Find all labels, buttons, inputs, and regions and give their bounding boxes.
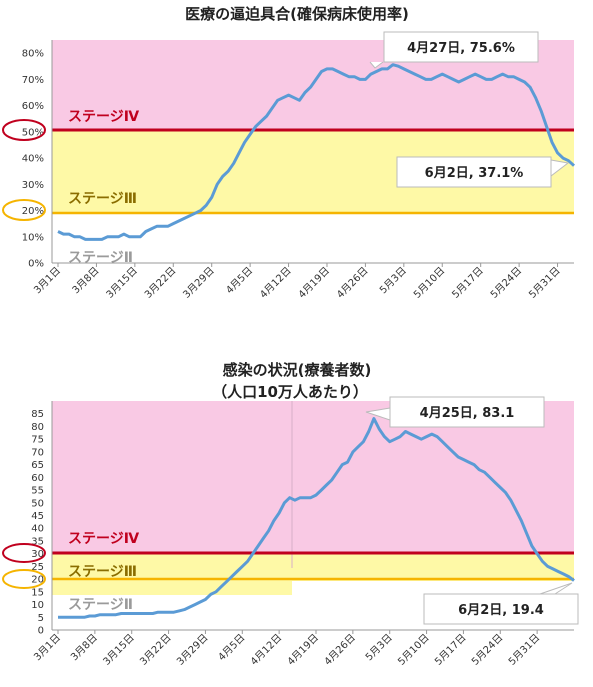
bottom-y-tick-label: 40 — [31, 524, 44, 535]
bottom-stage3-label: ステージⅢ — [68, 564, 137, 580]
top-callout-peak-text: 4月27日, 75.6% — [407, 41, 515, 56]
bottom-y-tick-label: 0 — [38, 626, 44, 637]
bottom-chart-title: 感染の状況(療養者数) — [223, 361, 372, 379]
top-chart-title: 医療の逼迫具合(確保病床使用率) — [185, 5, 409, 23]
top-y-tick-label: 20% — [22, 206, 44, 217]
bottom-chart: 感染の状況(療養者数) （人口10万人あたり） ステージⅣ ステージⅢ ステージ… — [2, 361, 579, 668]
top-x-tick-label: 5月17日 — [450, 265, 486, 301]
top-x-tick-label: 5月10日 — [411, 265, 447, 301]
bottom-x-tick-label: 3月22日 — [138, 632, 174, 668]
bottom-x-tick-label: 3月8日 — [68, 632, 100, 664]
top-callout-peak-box — [383, 31, 539, 63]
bottom-callout-peak: 4月25日, 83.1 — [365, 396, 545, 428]
top-series-line — [57, 63, 576, 241]
bottom-y-tick-label: 60 — [31, 473, 44, 484]
top-y-tick-label: 10% — [22, 232, 44, 243]
top-threshold-20-ellipse — [2, 199, 46, 221]
bottom-y-tick-label: 15 — [31, 587, 44, 598]
top-x-tick-label: 5月3日 — [377, 265, 409, 297]
top-y-tick-label: 50% — [22, 127, 44, 138]
bottom-y-tick-label: 45 — [31, 511, 44, 522]
top-stage3-label: ステージⅢ — [68, 191, 137, 207]
top-y-tick-label: 40% — [22, 154, 44, 165]
bottom-series-line — [58, 417, 575, 619]
bottom-y-tick-label: 10 — [31, 600, 44, 611]
bottom-callout-peak-pointer — [365, 407, 391, 421]
top-x-tick-label: 5月24日 — [488, 265, 524, 301]
bottom-x-tick-label: 3月1日 — [31, 632, 63, 664]
top-y-tick-label: 80% — [22, 49, 44, 60]
top-x-tick-label: 4月26日 — [334, 265, 370, 301]
top-stage4-label: ステージⅣ — [68, 109, 140, 125]
bottom-y-tick-label: 50 — [31, 498, 44, 509]
top-callout-peak-pointer — [369, 61, 384, 69]
bottom-stage2-label: ステージⅡ — [68, 597, 133, 613]
top-callout-end-text: 6月2日, 37.1% — [425, 166, 524, 181]
top-x-tick-label: 4月5日 — [224, 265, 256, 297]
bottom-callout-end-text: 6月2日, 19.4 — [458, 603, 544, 618]
bottom-x-tick-label: 3月29日 — [174, 632, 210, 668]
top-x-tick-label: 5月31日 — [527, 265, 563, 301]
top-y-tick-label: 30% — [22, 180, 44, 191]
top-y-tick-label: 0% — [28, 259, 44, 270]
bottom-y-tick-label: 20 — [31, 575, 44, 586]
bottom-stage4-label: ステージⅣ — [68, 531, 140, 547]
bottom-callout-peak-text: 4月25日, 83.1 — [420, 406, 515, 421]
bottom-callout-end: 6月2日, 19.4 — [423, 582, 579, 625]
top-y-tick-label: 70% — [22, 75, 44, 86]
top-callout-end-pointer — [550, 159, 570, 177]
top-x-tick-label: 3月15日 — [104, 265, 140, 301]
bottom-y-tick-label: 80 — [31, 422, 44, 433]
bottom-x-tick-label: 5月17日 — [432, 632, 468, 668]
bottom-y-tick-label: 55 — [31, 486, 44, 497]
bottom-threshold-20-ellipse — [2, 569, 46, 589]
bottom-y-tick-label: 65 — [31, 460, 44, 471]
bottom-y-tick-label: 35 — [31, 536, 44, 547]
bottom-y-tick-label: 5 — [38, 613, 44, 624]
bottom-x-tick-label: 4月19日 — [285, 632, 321, 668]
top-y-tick-label: 60% — [22, 101, 44, 112]
top-x-tick-label: 3月22日 — [142, 265, 178, 301]
top-x-tick-label: 4月12日 — [258, 265, 294, 301]
bottom-y-tick-label: 85 — [31, 409, 44, 420]
bottom-x-tick-label: 5月10日 — [396, 632, 432, 668]
bottom-x-tick-label: 4月12日 — [248, 632, 284, 668]
bottom-x-ticks: 3月1日 3月8日 3月15日 3月22日 3月29日 4月5日 4月12日 4月19日 4月2… — [31, 630, 542, 668]
top-stage2-label: ステージⅡ — [68, 250, 133, 266]
bottom-callout-peak-box — [389, 396, 545, 428]
bottom-threshold-30-ellipse — [2, 543, 46, 563]
bottom-x-tick-label: 4月26日 — [322, 632, 358, 668]
top-x-tick-label: 3月8日 — [70, 265, 102, 297]
bottom-y-tick-label: 75 — [31, 435, 44, 446]
bottom-x-tick-label: 4月5日 — [216, 632, 248, 664]
top-callout-end: 6月2日, 37.1% — [396, 156, 570, 188]
bottom-x-tick-label: 5月31日 — [506, 632, 542, 668]
bottom-x-tick-label: 5月24日 — [469, 632, 505, 668]
bottom-x-tick-label: 5月3日 — [363, 632, 395, 664]
bottom-y-tick-label: 25 — [31, 562, 44, 573]
bottom-x-tick-label: 3月15日 — [101, 632, 137, 668]
top-callout-end-box — [396, 156, 552, 188]
top-chart: 医療の逼迫具合(確保病床使用率) ステージⅣ ステージⅢ ステージⅡ 0% 10%… — [2, 5, 576, 301]
bottom-y-tick-label: 30 — [31, 549, 44, 560]
top-callout-peak: 4月27日, 75.6% — [369, 31, 539, 69]
bottom-callout-end-box — [423, 593, 579, 625]
top-y-ticks: 0% 10% 20% 30% 40% 50% 60% 70% 80% — [22, 49, 44, 270]
bottom-callout-end-pointer — [539, 582, 573, 595]
top-x-tick-label: 3月29日 — [181, 265, 217, 301]
top-threshold-50-ellipse — [2, 119, 46, 141]
top-x-ticks: 3月1日 3月8日 3月15日 3月22日 3月29日 4月5日 4月12日 4月19日 4月2… — [31, 263, 563, 301]
bottom-chart-subtitle: （人口10万人あたり） — [212, 383, 368, 401]
top-x-tick-label: 4月19日 — [296, 265, 332, 301]
bottom-stage3-band-lower — [52, 568, 292, 595]
bottom-y-tick-label: 70 — [31, 447, 44, 458]
